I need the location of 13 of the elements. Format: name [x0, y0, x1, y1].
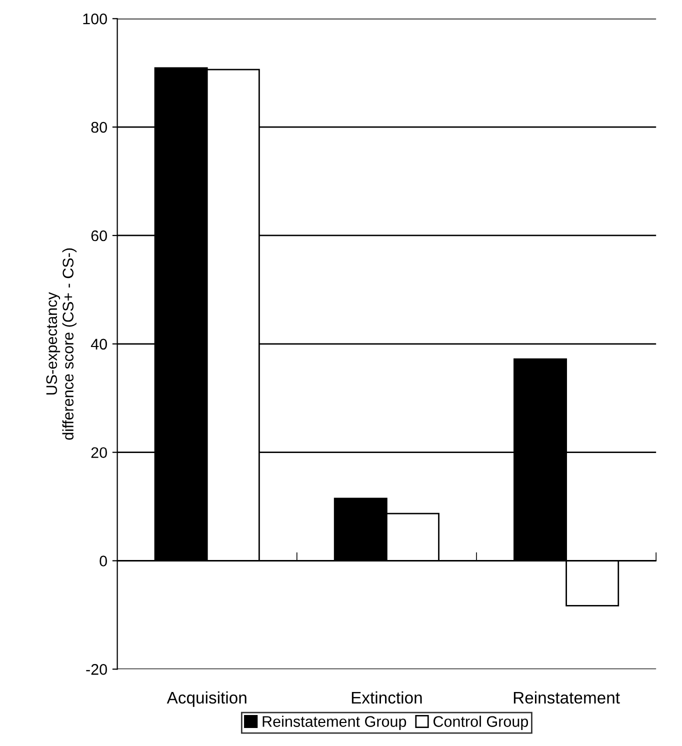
y-tick-label: 40 — [90, 338, 107, 350]
y-tick-label: 80 — [91, 122, 107, 133]
y-tick-label: 100 — [83, 14, 107, 24]
x-tick-label: Extinction — [352, 691, 422, 704]
y-tick-label: 0 — [100, 556, 107, 566]
y-tick-label: 20 — [91, 447, 107, 458]
legend-label: Reinstatement Group — [262, 716, 406, 730]
y-tick-label: -20 — [86, 664, 107, 675]
y-axis-title: US-expectancy difference score (CS+ - CS-) — [46, 248, 77, 440]
x-tick-label: Reinstatement — [514, 691, 620, 704]
y-tick-label: 60 — [91, 230, 107, 242]
legend-label: Control Group — [433, 716, 528, 730]
x-tick-label: Acquisition — [166, 691, 246, 707]
